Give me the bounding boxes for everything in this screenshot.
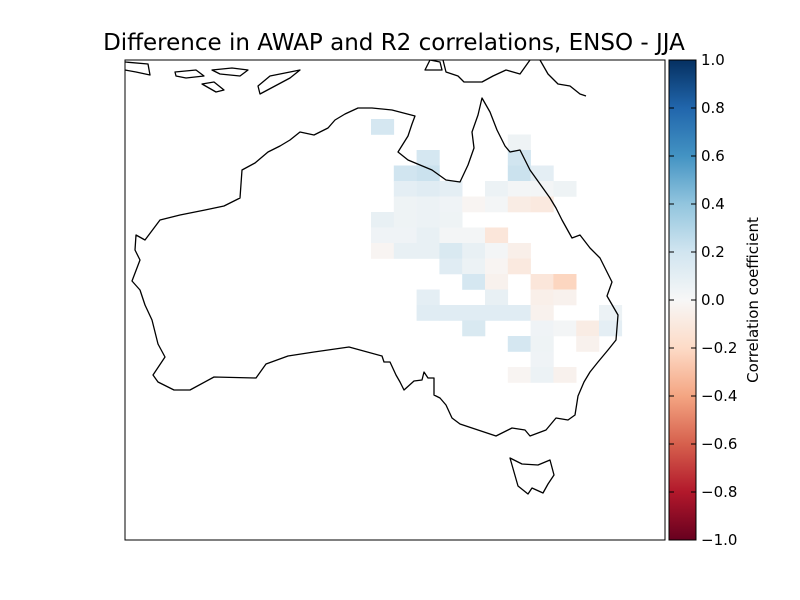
heatmap-cell <box>416 196 440 213</box>
heatmap-cell <box>371 243 395 259</box>
heatmap-cell <box>530 165 554 182</box>
heatmap-cell <box>393 181 417 197</box>
heatmap-cell <box>507 165 531 182</box>
heatmap-cell <box>439 181 463 197</box>
heatmap-cell <box>485 243 509 259</box>
heatmap-cell <box>530 351 554 368</box>
heatmap-cell <box>507 305 531 321</box>
heatmap-cell <box>507 181 531 197</box>
heatmap-cell <box>439 196 463 213</box>
colorbar-tick-label: −0.2 <box>701 339 737 357</box>
heatmap-cell <box>439 243 463 259</box>
heatmap-cell <box>439 258 463 275</box>
colorbar-tick-label: −0.6 <box>701 435 737 453</box>
heatmap-cell <box>485 196 509 213</box>
heatmap-cell <box>530 305 554 321</box>
colorbar-tick-label: 0.8 <box>701 99 725 117</box>
heatmap-cell <box>553 289 577 306</box>
heatmap-cell <box>576 320 600 337</box>
heatmap-cell <box>530 367 554 383</box>
heatmap-cell <box>507 150 531 166</box>
heatmap-cell <box>462 227 486 244</box>
heatmap-cell <box>371 119 395 135</box>
heatmap-cell <box>530 196 554 213</box>
heatmap-cell <box>416 150 440 166</box>
heatmap-cell <box>371 212 395 228</box>
colorbar-label: Correlation coefficient <box>744 217 762 383</box>
flores-island <box>211 67 249 77</box>
mainland-australia-outline <box>131 97 619 437</box>
heatmap-cell <box>439 305 463 321</box>
heatmap-cell <box>553 320 577 337</box>
heatmap-cell <box>371 227 395 244</box>
colorbar-tick-label: 0.4 <box>701 195 725 213</box>
heatmap-cell <box>507 258 531 275</box>
heatmap-cell <box>416 243 440 259</box>
heatmap-cell <box>393 212 417 228</box>
small-island-north <box>257 69 301 95</box>
heatmap-cell <box>462 320 486 337</box>
timor-island <box>125 61 151 76</box>
heatmap-cell <box>553 181 577 197</box>
heatmap-cell <box>462 274 486 290</box>
heatmap-cell <box>530 336 554 352</box>
colorbar-tick-label: 0.2 <box>701 243 725 261</box>
heatmap-cell <box>393 227 417 244</box>
heatmap-cell <box>530 181 554 197</box>
heatmap-cell <box>530 320 554 337</box>
sumba-island <box>174 69 205 79</box>
heatmap-cell <box>599 305 623 321</box>
heatmap-cell <box>416 289 440 306</box>
heatmap-cell <box>507 196 531 213</box>
colorbar-tick-label: −0.4 <box>701 387 737 405</box>
heatmap-cell <box>485 227 509 244</box>
colorbar-tick-label: 0.0 <box>701 291 725 309</box>
heatmap-cell <box>439 212 463 228</box>
colorbar-tick-label: 0.6 <box>701 147 725 165</box>
heatmap-grid <box>371 119 623 383</box>
tasmania-outline <box>509 457 555 495</box>
coastline <box>125 60 619 495</box>
heatmap-cell <box>507 367 531 383</box>
small-island-west <box>201 81 225 93</box>
new-guinea-coast-far-east <box>539 60 587 97</box>
colorbar-tick-label: 1.0 <box>701 51 725 69</box>
heatmap-cell <box>599 320 623 337</box>
heatmap-cell <box>462 243 486 259</box>
heatmap-cell <box>393 243 417 259</box>
map-frame <box>124 59 666 541</box>
heatmap-cell <box>462 196 486 213</box>
heatmap-cell <box>553 367 577 383</box>
heatmap-cell <box>507 134 531 151</box>
new-guinea-coast-west <box>424 60 443 71</box>
colorbar-ticks: 1.0 0.8 0.6 0.4 0.2 0.0 −0.2 −0.4 −0.6 −0.8 −1.0 <box>669 51 737 549</box>
heatmap-cell <box>530 289 554 306</box>
heatmap-cell <box>393 165 417 182</box>
heatmap-cell <box>576 336 600 352</box>
colorbar-tick-label: −1.0 <box>701 531 737 549</box>
heatmap-cell <box>507 243 531 259</box>
heatmap-cell <box>485 289 509 306</box>
heatmap-cell <box>553 274 577 290</box>
heatmap-cell <box>507 336 531 352</box>
heatmap-cell <box>485 181 509 197</box>
heatmap-cell <box>530 274 554 290</box>
heatmap-cell <box>416 305 440 321</box>
new-guinea-coast-east <box>442 60 531 83</box>
heatmap-cell <box>416 181 440 197</box>
heatmap-cell <box>416 227 440 244</box>
heatmap-cell <box>416 165 440 182</box>
colorbar-tick-label: −0.8 <box>701 483 737 501</box>
heatmap-cell <box>485 274 509 290</box>
heatmap-cell <box>462 305 486 321</box>
heatmap-cell <box>393 196 417 213</box>
heatmap-cell <box>485 305 509 321</box>
map-title: Difference in AWAP and R2 correlations, … <box>103 30 685 56</box>
heatmap-cell <box>462 258 486 275</box>
heatmap-cell <box>416 212 440 228</box>
heatmap-cell <box>485 258 509 275</box>
heatmap-cell <box>439 227 463 244</box>
